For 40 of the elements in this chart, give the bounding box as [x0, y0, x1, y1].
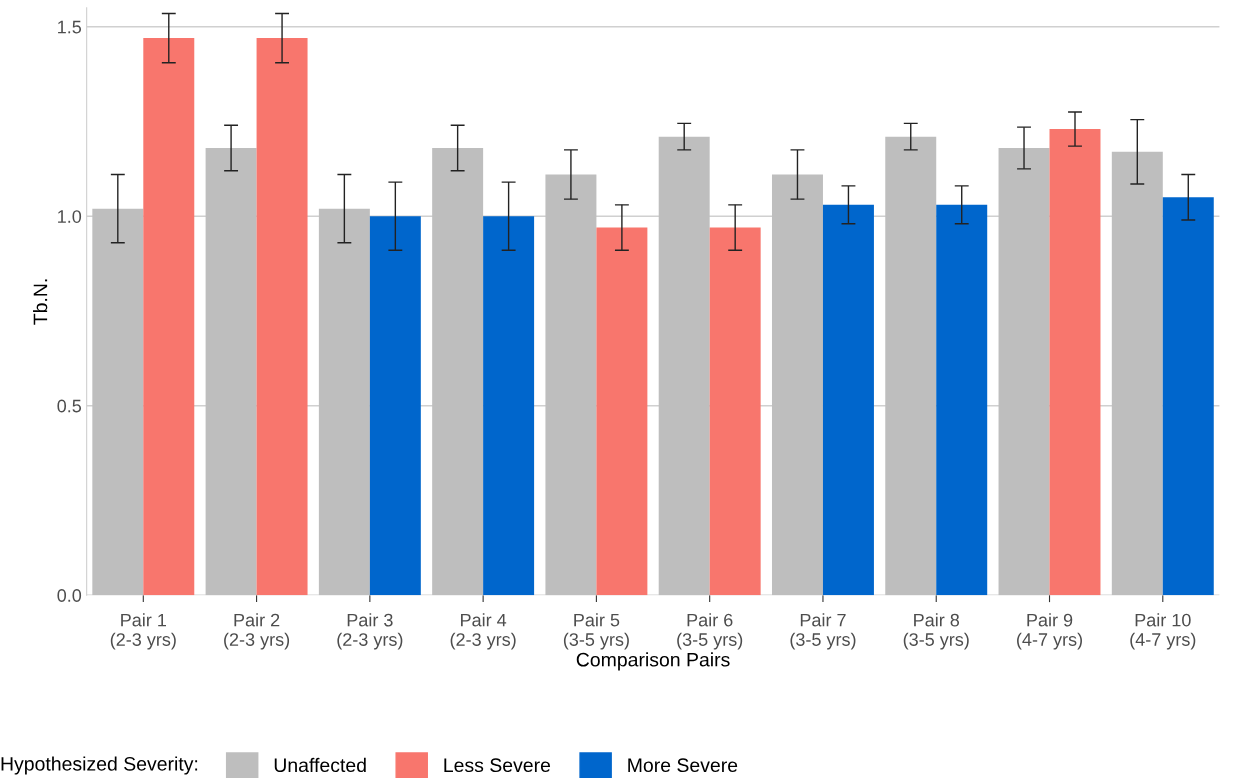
x-tick-label: Pair 9 (4-7 yrs): [1017, 613, 1082, 650]
bar: [205, 148, 257, 596]
legend-title: Hypothesized Severity:: [1, 756, 198, 775]
bar: [1162, 197, 1214, 596]
y-tick-label: 0.5: [57, 399, 82, 413]
bar: [1111, 151, 1163, 596]
y-tick-label: 1.5: [58, 20, 82, 34]
bar: [483, 216, 535, 596]
legend-label: More Severe: [628, 758, 738, 773]
y-tick-label: 1.0: [58, 210, 82, 223]
bar: [596, 227, 648, 596]
x-tick-label: Pair 8 (3-5 yrs): [903, 613, 969, 650]
bar: [885, 136, 937, 596]
y-tick-label: 0.0: [57, 589, 82, 602]
x-tick-label: Pair 5 (3-5 yrs): [563, 613, 629, 650]
bar: [432, 148, 484, 596]
bar: [1049, 129, 1101, 596]
bar: [936, 204, 988, 596]
bar: [771, 174, 823, 596]
bar: [143, 38, 195, 596]
x-tick-label: Pair 2 (2-3 yrs): [224, 613, 290, 650]
bar: [998, 148, 1050, 596]
bar: [709, 227, 761, 596]
x-tick-label: Pair 3 (2-3 yrs): [337, 613, 403, 650]
x-tick-label: Pair 6 (3-5 yrs): [677, 613, 743, 650]
bar: [92, 208, 144, 596]
bar: [822, 204, 874, 596]
bar: [369, 216, 421, 596]
x-tick-label: Pair 1 (2-3 yrs): [110, 613, 176, 650]
legend-label: Less Severe: [444, 758, 551, 773]
bar: [318, 208, 370, 596]
legend-label: Unaffected: [274, 757, 366, 773]
x-tick-label: Pair 4 (2-3 yrs): [450, 613, 516, 650]
y-axis-title: Tb.N.: [33, 279, 48, 325]
x-tick-label: Pair 7 (3-5 yrs): [790, 613, 856, 650]
x-tick-label: Pair 10 (4-7 yrs): [1130, 613, 1196, 650]
x-axis-title: Comparison Pairs: [576, 652, 730, 671]
bar: [658, 136, 710, 596]
bar: [256, 38, 308, 596]
bar: [545, 174, 597, 596]
